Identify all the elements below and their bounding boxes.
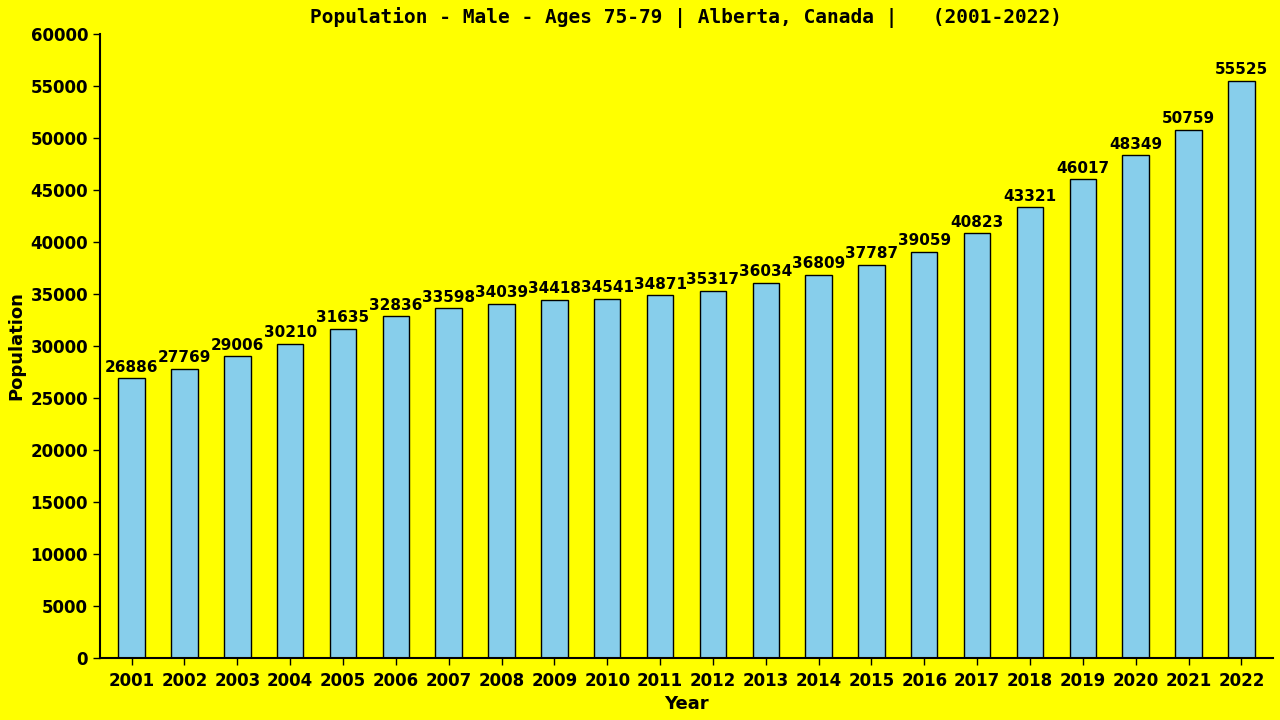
Bar <box>172 369 197 657</box>
Text: 36809: 36809 <box>792 256 845 271</box>
Text: 35317: 35317 <box>686 272 740 287</box>
Bar <box>1228 81 1254 657</box>
Text: 50759: 50759 <box>1162 112 1215 127</box>
Text: 43321: 43321 <box>1004 189 1056 204</box>
Bar <box>383 316 410 657</box>
Text: 36034: 36034 <box>739 264 792 279</box>
Text: 34039: 34039 <box>475 285 529 300</box>
Text: 31635: 31635 <box>316 310 370 325</box>
Text: 37787: 37787 <box>845 246 899 261</box>
Bar <box>646 295 673 657</box>
Bar <box>858 265 884 657</box>
Bar <box>1016 207 1043 657</box>
Text: 39059: 39059 <box>897 233 951 248</box>
Text: 34871: 34871 <box>634 276 686 292</box>
Bar <box>753 283 780 657</box>
Bar <box>700 291 726 657</box>
Text: 32836: 32836 <box>369 298 422 312</box>
Bar <box>1175 130 1202 657</box>
Bar <box>594 299 621 657</box>
Y-axis label: Population: Population <box>6 292 24 400</box>
Text: 55525: 55525 <box>1215 62 1268 77</box>
Bar <box>964 233 991 657</box>
Bar <box>489 304 515 657</box>
Text: 27769: 27769 <box>157 351 211 365</box>
Text: 33598: 33598 <box>422 290 475 305</box>
Bar <box>1123 155 1149 657</box>
Bar <box>1070 179 1096 657</box>
Bar <box>805 275 832 657</box>
Text: 48349: 48349 <box>1108 137 1162 151</box>
Text: 46017: 46017 <box>1056 161 1110 176</box>
Text: 26886: 26886 <box>105 359 159 374</box>
X-axis label: Year: Year <box>664 695 709 713</box>
Bar <box>119 378 145 657</box>
Text: 34541: 34541 <box>581 280 634 295</box>
Text: 29006: 29006 <box>211 338 264 353</box>
Bar <box>435 308 462 657</box>
Bar <box>330 329 356 657</box>
Bar <box>541 300 567 657</box>
Text: 30210: 30210 <box>264 325 316 340</box>
Text: 34418: 34418 <box>527 282 581 297</box>
Text: 40823: 40823 <box>951 215 1004 230</box>
Bar <box>911 252 937 657</box>
Bar <box>224 356 251 657</box>
Bar <box>276 343 303 657</box>
Title: Population - Male - Ages 75-79 | Alberta, Canada |   (2001-2022): Population - Male - Ages 75-79 | Alberta… <box>311 7 1062 28</box>
